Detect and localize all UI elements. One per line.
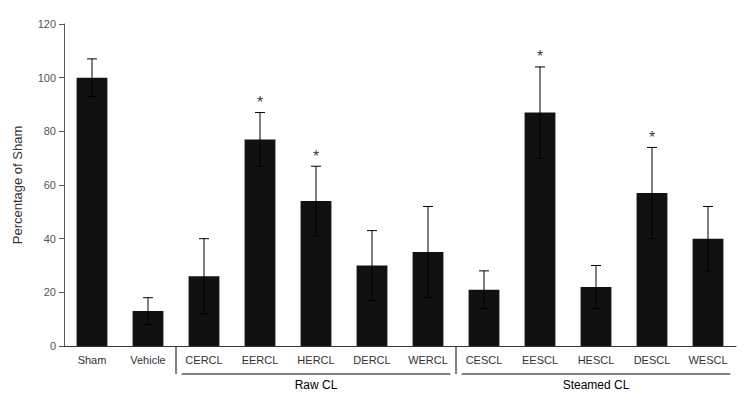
svg-text:HESCL: HESCL xyxy=(578,354,615,366)
svg-text:Raw CL: Raw CL xyxy=(295,378,338,392)
svg-text:0: 0 xyxy=(50,340,56,352)
svg-text:CERCL: CERCL xyxy=(185,354,222,366)
svg-text:*: * xyxy=(313,148,319,165)
svg-text:Sham: Sham xyxy=(78,354,107,366)
svg-text:120: 120 xyxy=(38,18,56,30)
svg-text:Vehicle: Vehicle xyxy=(130,354,165,366)
svg-text:*: * xyxy=(257,94,263,111)
svg-text:*: * xyxy=(537,48,543,65)
svg-text:Percentage of Sham: Percentage of Sham xyxy=(10,126,25,245)
svg-text:HERCL: HERCL xyxy=(297,354,334,366)
svg-text:*: * xyxy=(649,129,655,146)
svg-text:100: 100 xyxy=(38,72,56,84)
svg-text:20: 20 xyxy=(44,286,56,298)
svg-text:EERCL: EERCL xyxy=(242,354,279,366)
svg-text:WERCL: WERCL xyxy=(408,354,448,366)
svg-text:Steamed CL: Steamed CL xyxy=(563,378,630,392)
svg-text:CESCL: CESCL xyxy=(466,354,503,366)
svg-text:40: 40 xyxy=(44,233,56,245)
svg-text:DERCL: DERCL xyxy=(353,354,390,366)
svg-text:DESCL: DESCL xyxy=(634,354,671,366)
svg-text:EESCL: EESCL xyxy=(522,354,558,366)
svg-text:80: 80 xyxy=(44,125,56,137)
svg-text:WESCL: WESCL xyxy=(688,354,727,366)
svg-text:60: 60 xyxy=(44,179,56,191)
